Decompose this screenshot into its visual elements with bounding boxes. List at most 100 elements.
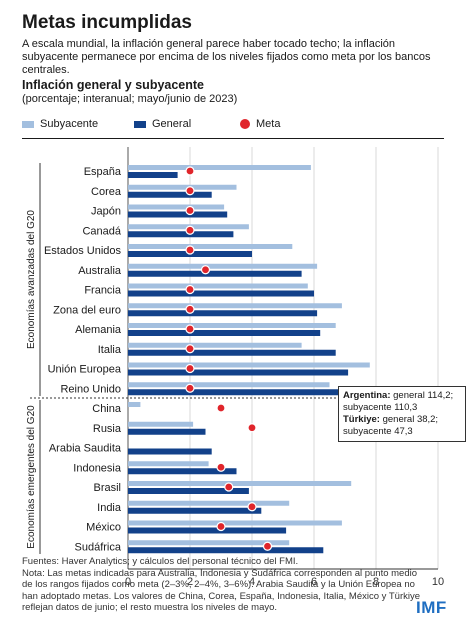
callout-box: Argentina: general 114,2; subyacente 110… [338,386,466,442]
marker-target-reino-unido [185,383,195,393]
bar-core-japon [128,204,225,210]
marker-target-china [216,403,226,413]
category-label-arabia-saudita: Arabia Saudita [49,443,122,455]
marker-target-zona-del-euro [185,304,195,314]
bar-headline-canada [128,231,234,238]
category-label-italia: Italia [98,344,122,356]
bar-headline-reino-unido [128,389,373,396]
bar-core-sudafrica [128,540,290,546]
marker-target-alemania [185,324,195,334]
category-label-francia: Francia [84,285,122,297]
marker-target-australia [200,265,211,275]
bar-headline-francia [128,290,314,297]
callout-argentina-label: Argentina: [343,390,391,401]
category-label-australia: Australia [78,265,122,277]
group-label-advanced: Economías avanzadas del G20 [26,210,37,349]
bar-headline-indonesia [128,468,237,475]
bar-core-zona-del-euro [128,303,342,309]
category-label-zona-del-euro: Zona del euro [53,304,121,316]
bar-headline-australia [128,270,302,277]
bar-headline-rusia [128,428,206,435]
bar-core-reino-unido [128,382,330,388]
category-label-canada: Canadá [82,225,121,237]
callout-turkiye-label: Türkiye: [343,414,380,425]
x-tick-label: 0 [125,576,131,588]
chart-title: Inflación general y subyacente [22,78,205,92]
marker-target-mexico [216,521,226,532]
page-subtitle: A escala mundial, la inflación general p… [22,38,431,76]
bar-headline-sudafrica [128,547,324,554]
marker-target-espana [185,166,195,176]
marker-target-sudafrica [262,541,273,551]
bar-headline-zona-del-euro [128,310,318,317]
bar-headline-india [128,507,262,514]
category-label-china: China [92,403,122,415]
legend-item-headline: General [134,116,191,132]
x-tick-label: 8 [373,576,379,588]
marker-target-canada [185,225,195,235]
bar-headline-alemania [128,330,321,336]
x-tick-label: 4 [249,576,255,588]
callout-argentina-core: subyacente 110,3 [343,402,418,413]
bar-headline-arabia-saudita [128,448,212,455]
marker-target-brasil [224,482,234,492]
category-label-japon: Japón [91,206,121,218]
group-label-emerging: Economías emergentes del G20 [26,405,37,549]
legend-label-core: Subyacente [40,118,99,130]
bar-core-union-europea [128,362,370,368]
legend-label-headline: General [152,118,192,130]
bar-headline-brasil [128,488,249,494]
x-tick-label: 10 [432,576,444,588]
bar-core-australia [128,263,318,269]
x-tick-label: 6 [311,576,317,588]
marker-target-rusia [247,423,257,433]
bar-headline-union-europea [128,369,349,376]
category-label-estados-unidos: Estados Unidos [44,245,122,257]
legend-swatch-headline [134,120,146,128]
bar-headline-italia [128,349,336,356]
footer-notes: Fuentes: Haver Analytics; y cálculos del… [22,556,422,614]
bar-core-alemania [128,323,336,328]
bar-core-italia [128,342,302,348]
category-label-espana: España [84,166,122,178]
bar-core-brasil [128,481,352,486]
marker-target-italia [185,344,195,354]
marker-target-japon [185,205,195,216]
category-label-indonesia: Indonesia [73,462,122,474]
page-title: Metas incumplidas [22,12,192,33]
chart-subtitle: (porcentaje; interanual; mayo/junio de 2… [22,93,238,105]
bar-headline-corea [128,191,212,198]
x-tick-label: 2 [187,576,193,588]
callout-argentina-headline: general 114,2; [390,390,454,401]
bar-core-india [128,500,290,506]
legend-swatch-target [240,119,250,129]
category-label-alemania: Alemania [75,324,122,336]
marker-target-union-europea [185,363,195,374]
legend-label-target: Meta [256,118,281,130]
category-label-union-europea: Unión Europea [48,364,122,376]
bar-core-espana [128,165,311,170]
callout-turkiye-headline: general 38,2; [379,414,439,425]
category-label-reino-unido: Reino Unido [60,383,121,395]
bar-core-francia [128,283,308,289]
callout-turkiye-core: subyacente 47,3 [343,426,413,437]
marker-target-estados-unidos [185,245,195,255]
bar-core-corea [128,184,237,190]
marker-target-corea [185,186,195,196]
bar-core-rusia [128,421,194,427]
legend-swatch-core [22,120,34,128]
imf-logo: IMF [416,598,447,617]
bar-core-mexico [128,520,342,526]
bar-headline-espana [128,172,178,178]
chart-legend: Subyacente General Meta [22,116,452,132]
legend-item-core: Subyacente [22,116,98,132]
marker-target-india [247,502,257,512]
footer-note: Nota: Las metas indicadas para Australia… [22,567,420,614]
category-label-sudafrica: Sudáfrica [75,541,122,553]
bar-headline-mexico [128,527,287,534]
category-label-india: India [97,502,122,514]
category-label-corea: Corea [91,186,122,198]
chart-top-rule [22,138,444,139]
marker-target-francia [185,284,195,295]
